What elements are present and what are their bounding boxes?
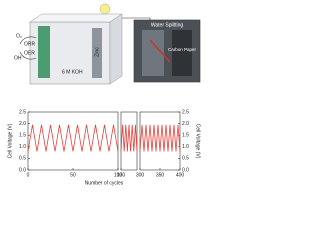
zinc-electrode bbox=[92, 28, 102, 78]
y2-tick-label: 2.0 bbox=[182, 121, 189, 127]
y-tick-label: 0.0 bbox=[19, 167, 26, 173]
y-axis-label: Cell Voltage (V) bbox=[7, 123, 13, 158]
x-tick-label: 100 bbox=[114, 172, 123, 178]
data-line bbox=[27, 124, 181, 152]
plot-frame bbox=[139, 111, 181, 171]
x-tick-label: 0 bbox=[27, 172, 30, 178]
figure: O₂ OH⁻ ORR OER 6 M KOH Zinc Water Splitt… bbox=[7, 3, 201, 186]
y-tick-label: 1.0 bbox=[19, 144, 26, 150]
x-tick-label: 300 bbox=[136, 172, 145, 178]
bulb bbox=[99, 3, 111, 15]
label: Carbon Paper bbox=[168, 47, 197, 52]
plot-frame bbox=[27, 111, 119, 171]
y2-tick-label: 1.5 bbox=[182, 133, 189, 139]
x-tick-label: 50 bbox=[70, 172, 76, 178]
label: Zinc bbox=[94, 47, 100, 57]
label: OER bbox=[24, 50, 35, 56]
y-tick-label: 1.5 bbox=[19, 133, 26, 139]
x-tick-label: 350 bbox=[156, 172, 165, 178]
chart: 0.0 0.5 1.0 1.5 2.0 2.5 0.0 0.5 1.0 1.5 2.0 2.5 0 50 1… bbox=[7, 109, 200, 186]
air-electrode bbox=[38, 26, 50, 78]
y2-tick-label: 0.0 bbox=[182, 167, 189, 173]
label: Water Splitting bbox=[151, 22, 184, 28]
y-tick-label: 2.5 bbox=[19, 109, 26, 115]
x-tick-label: 130 bbox=[117, 172, 126, 178]
x-axis-label: Number of cycles bbox=[85, 180, 124, 186]
y2-tick-label: 1.0 bbox=[182, 144, 189, 150]
illustration: O₂ OH⁻ ORR OER 6 M KOH Zinc Water Splitt… bbox=[14, 3, 201, 85]
label: ORR bbox=[24, 41, 36, 47]
x-tick-label: 400 bbox=[176, 172, 185, 178]
plot-frame bbox=[120, 111, 138, 171]
y2-axis-label: Cell Voltage (V) bbox=[195, 124, 201, 159]
label: 6 M KOH bbox=[62, 69, 83, 75]
y-tick-label: 2.0 bbox=[19, 121, 26, 127]
y-tick-label: 0.5 bbox=[19, 156, 26, 162]
label: O₂ bbox=[16, 33, 22, 39]
label: OH⁻ bbox=[14, 55, 25, 61]
y2-tick-label: 0.5 bbox=[182, 156, 189, 162]
y2-tick-label: 2.5 bbox=[182, 109, 189, 115]
